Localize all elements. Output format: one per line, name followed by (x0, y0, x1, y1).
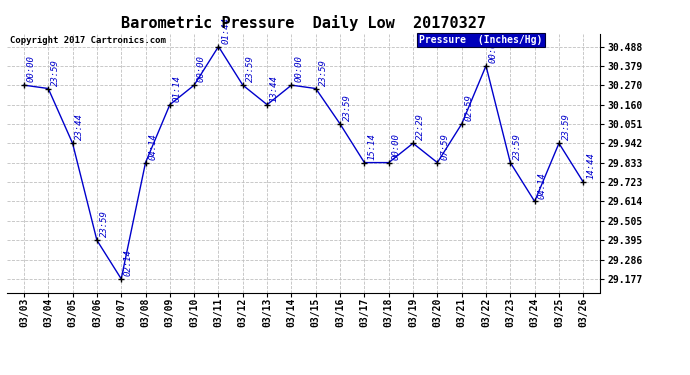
Text: 23:44: 23:44 (75, 114, 84, 141)
Text: 13:44: 13:44 (270, 75, 279, 102)
Text: 23:59: 23:59 (513, 133, 522, 160)
Text: 07:59: 07:59 (440, 133, 449, 160)
Text: 23:59: 23:59 (343, 94, 352, 121)
Text: 15:14: 15:14 (367, 133, 376, 160)
Title: Barometric Pressure  Daily Low  20170327: Barometric Pressure Daily Low 20170327 (121, 15, 486, 31)
Text: 23:59: 23:59 (562, 114, 571, 141)
Text: 23:59: 23:59 (319, 59, 328, 86)
Text: Pressure  (Inches/Hg): Pressure (Inches/Hg) (420, 35, 543, 45)
Text: 23:59: 23:59 (246, 56, 255, 82)
Text: 01:44: 01:44 (221, 17, 230, 44)
Text: Copyright 2017 Cartronics.com: Copyright 2017 Cartronics.com (10, 36, 166, 45)
Text: 00:00: 00:00 (294, 56, 303, 82)
Text: 00:00: 00:00 (27, 56, 36, 82)
Text: 01:14: 01:14 (172, 75, 181, 102)
Text: 23:59: 23:59 (51, 59, 60, 86)
Text: 14:44: 14:44 (586, 152, 595, 179)
Text: 23:59: 23:59 (99, 211, 108, 237)
Text: 04:14: 04:14 (148, 133, 157, 160)
Text: 00:00: 00:00 (197, 56, 206, 82)
Text: 22:29: 22:29 (416, 114, 425, 141)
Text: 04:14: 04:14 (538, 172, 546, 199)
Text: 02:59: 02:59 (464, 94, 473, 121)
Text: 00:00: 00:00 (489, 36, 497, 63)
Text: 02:14: 02:14 (124, 249, 133, 276)
Text: 00:00: 00:00 (391, 133, 400, 160)
